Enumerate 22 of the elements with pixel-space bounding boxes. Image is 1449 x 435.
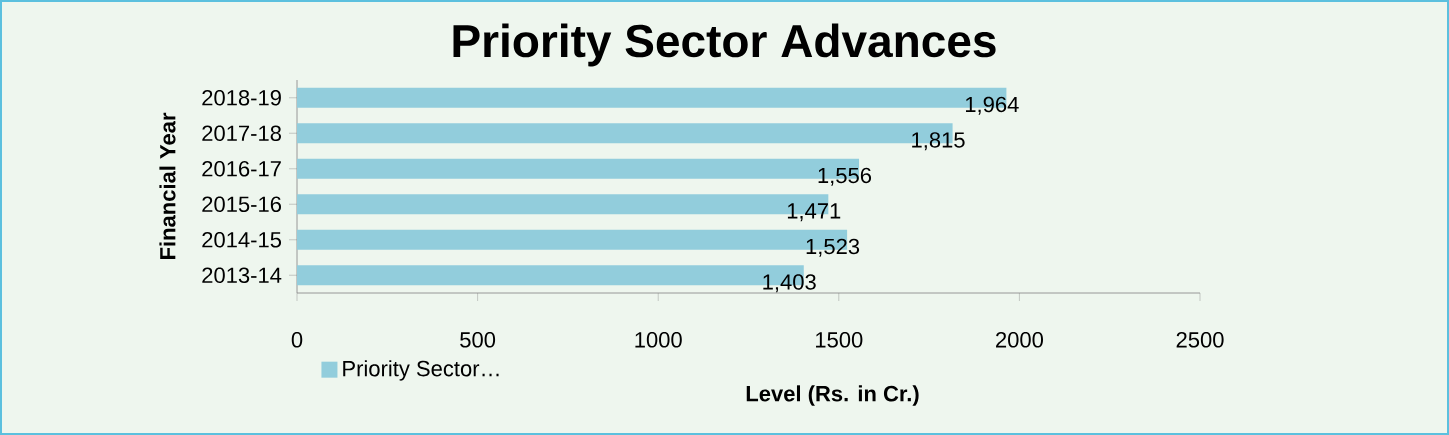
x-tick-label: 0 <box>291 332 303 348</box>
x-tick-label: 1500 <box>816 332 863 348</box>
y-tick-label: 2014-15 <box>202 231 282 248</box>
x-tick-label: 2000 <box>996 332 1044 348</box>
chart-title: Priority Sector Advances <box>453 23 996 67</box>
data-label: 1,471 <box>787 203 841 222</box>
y-tick-label: 2013-14 <box>202 267 282 284</box>
data-label: 1,815 <box>912 132 965 151</box>
data-label: 1,556 <box>818 167 872 186</box>
y-tick-label: 2017-18 <box>202 125 281 142</box>
y-tick-label: 2018-19 <box>202 89 281 106</box>
legend-label: Priority Sector… <box>343 360 499 381</box>
x-tick-label: 1000 <box>635 332 682 348</box>
x-tick-label: 2500 <box>1176 332 1224 348</box>
x-axis-title: Level (Rs. in Cr.) <box>746 385 919 406</box>
data-label: 1,964 <box>966 96 1019 115</box>
data-label: 1,403 <box>763 274 816 293</box>
y-tick-label: 2015-16 <box>202 196 281 213</box>
y-tick-label: 2016-17 <box>202 160 281 177</box>
x-tick-label: 500 <box>460 332 496 348</box>
y-axis-title: Financial Year <box>159 112 176 260</box>
data-label: 1,523 <box>806 238 860 257</box>
